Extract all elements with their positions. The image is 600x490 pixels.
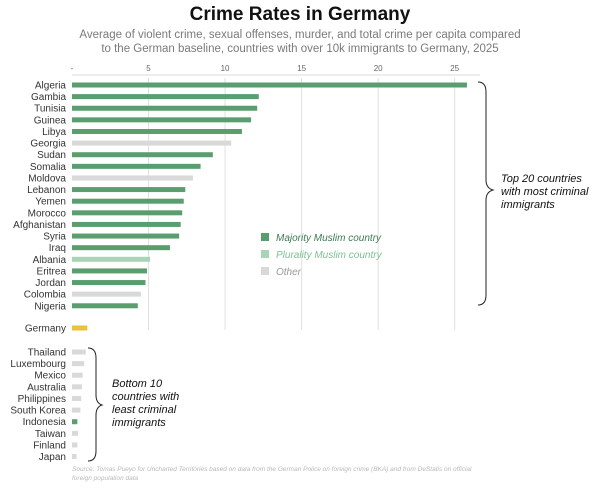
bar [72,280,146,286]
bar [72,245,170,251]
category-label: Mexico [34,371,66,382]
chart-subtitle: Average of violent crime, sexual offense… [40,28,560,56]
category-label: Taiwan [35,429,66,440]
category-label: Tunisia [34,104,66,115]
legend-label: Other [276,267,302,278]
bar [72,325,88,331]
top-note-line: with most criminal [501,186,589,198]
x-tick-label: 10 [221,64,230,73]
bar [72,372,83,378]
category-label: Japan [39,452,66,463]
category-label: Germany [25,324,66,335]
bottom-note-line: countries with [112,391,179,403]
subtitle-line-2: to the German baseline, countries with o… [101,43,499,55]
bar [72,303,138,309]
subtitle-line-1: Average of violent crime, sexual offense… [79,29,521,41]
bar [72,163,201,169]
category-label: South Korea [10,406,66,417]
x-tick-label: 25 [450,64,459,73]
source-line-1: Source: Tomas Pueyo for Uncharted Territ… [72,466,472,473]
category-label: Jordan [35,278,66,289]
bar [72,407,81,413]
category-label: Lebanon [27,185,66,196]
category-label: Albania [33,255,67,266]
bar [72,198,184,204]
bar [72,210,183,216]
bottom-note-line: least criminal [112,404,177,416]
category-label: Syria [43,232,66,243]
category-label: Sudan [37,150,66,161]
bar [72,140,232,146]
legend-swatch [261,233,269,241]
legend-swatch [261,250,269,258]
bar [72,117,252,123]
category-label: Morocco [28,208,67,219]
source-note: Source: Tomas Pueyo for Uncharted Territ… [72,466,572,483]
bar [72,419,78,425]
category-label: Thailand [28,348,66,359]
category-label: Luxembourg [10,359,66,370]
bar [72,395,82,401]
x-tick-label: - [71,64,74,73]
bar [72,187,186,193]
category-label: Indonesia [23,417,67,428]
legend-swatch [261,267,269,275]
category-label: Australia [27,382,66,393]
category-label: Moldova [28,173,66,184]
bar [72,105,258,111]
category-label: Philippines [18,394,66,405]
bar [72,384,82,390]
bottom-note-line: immigrants [112,417,166,429]
legend-label: Majority Muslim country [276,233,382,244]
bottom-note-line: Bottom 10 [112,378,163,390]
bar [72,361,85,367]
category-label: Finland [33,440,66,451]
bar [72,175,193,181]
category-label: Iraq [49,243,66,254]
top-note-line: immigrants [501,199,555,211]
top-note-line: Top 20 countries [501,173,582,185]
category-label: Georgia [30,139,66,150]
category-label: Nigeria [34,301,66,312]
x-tick-label: 5 [146,64,151,73]
category-label: Guinea [34,115,67,126]
bar [72,442,78,448]
category-label: Colombia [24,290,67,301]
category-label: Gambia [31,92,66,103]
bottom-bracket [87,347,104,462]
bar [72,256,151,262]
category-label: Eritrea [37,266,67,277]
bar [72,430,79,436]
bar [72,94,259,100]
bar [72,221,181,227]
category-label: Libya [42,127,66,138]
category-label: Yemen [35,197,66,208]
bar [72,454,77,460]
bar [72,82,467,88]
category-label: Algeria [35,81,67,92]
category-label: Afghanistan [13,220,66,231]
bar [72,152,213,158]
bar [72,268,148,274]
category-label: Somalia [30,162,67,173]
x-tick-label: 20 [374,64,383,73]
source-line-2: foreign population data [72,474,139,482]
chart-title: Crime Rates in Germany [189,4,411,25]
bar [72,128,242,134]
legend-label: Plurality Muslim country [276,250,383,261]
bar [72,349,86,355]
bar [72,233,180,239]
bar [72,291,141,297]
top-bracket [477,81,495,306]
x-tick-label: 15 [297,64,306,73]
